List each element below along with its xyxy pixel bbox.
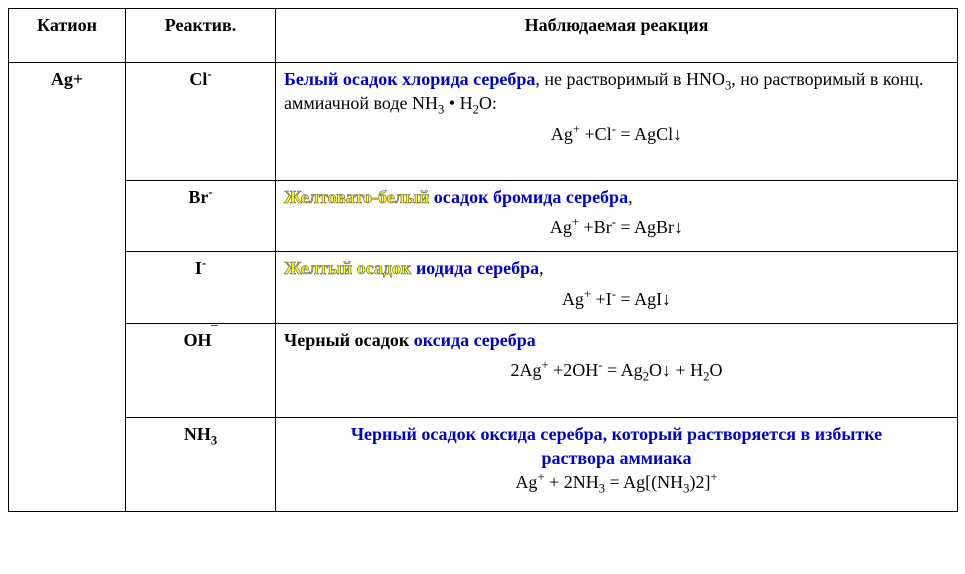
table-row: Ag+ Cl- Белый осадок хлорида серебра, не… (9, 63, 958, 181)
highlight: Черный осадок оксида серебра, который ра… (351, 424, 882, 444)
equation: Ag+ +Br- = AgBr↓ (284, 215, 949, 239)
subscript: 3 (211, 433, 217, 447)
observation-cell: Черный осадок оксида серебра, который ра… (276, 417, 958, 511)
equation: 2Ag+ +2OH- = Ag2O↓ + H2O (284, 358, 949, 382)
observation-text: Черный осадок оксида серебра, который ра… (284, 422, 949, 471)
reagent-cell: I- (126, 252, 276, 324)
equation: Ag+ +I- = AgI↓ (284, 287, 949, 311)
reagent-label: NH (184, 424, 211, 444)
cation-cell: Ag+ (9, 63, 126, 512)
reagent-cell: NH3 (126, 417, 276, 511)
header-reagent: Реактив. (126, 9, 276, 63)
observation-cell: Черный осадок оксида серебра 2Ag+ +2OH- … (276, 324, 958, 418)
observation-cell: Белый осадок хлорида серебра, не раствор… (276, 63, 958, 181)
observation-cell: Желтовато-белый осадок бромида серебра, … (276, 180, 958, 252)
observation-text: Белый осадок хлорида серебра, не раствор… (284, 67, 949, 116)
table-row: OH‾ Черный осадок оксида серебра 2Ag+ +2… (9, 324, 958, 418)
highlight: осадок бромида серебра (429, 187, 628, 207)
reagent-cell: OH‾ (126, 324, 276, 418)
equation: Ag+ +Cl- = AgCl↓ (284, 122, 949, 146)
highlight: Белый осадок хлорида серебра (284, 69, 535, 89)
charge-sup: - (208, 185, 212, 199)
table-row: I- Желтый осадок иодида серебра, Ag+ +I-… (9, 252, 958, 324)
reagent-label: Br (188, 187, 208, 207)
highlight: Желтый осадок (284, 258, 411, 278)
highlight: оксида серебра (414, 330, 536, 350)
observation-text: Желтый осадок иодида серебра, (284, 256, 949, 280)
header-cation: Катион (9, 9, 126, 63)
header-observed: Наблюдаемая реакция (276, 9, 958, 63)
reagent-cell: Cl- (126, 63, 276, 181)
highlight: Черный осадок (284, 330, 414, 350)
reagent-label: OH (183, 330, 211, 350)
highlight: Желтовато-белый (284, 187, 429, 207)
highlight: иодида серебра (411, 258, 539, 278)
charge-sup: - (207, 67, 211, 81)
charge-sup: - (202, 256, 206, 270)
reagent-cell: Br- (126, 180, 276, 252)
table-row: NH3 Черный осадок оксида серебра, которы… (9, 417, 958, 511)
table-row: Br- Желтовато-белый осадок бромида сереб… (9, 180, 958, 252)
reactions-table: Катион Реактив. Наблюдаемая реакция Ag+ … (8, 8, 958, 512)
highlight: раствора аммиака (542, 448, 692, 468)
charge-sup: ‾ (212, 323, 218, 343)
observation-text: Черный осадок оксида серебра (284, 328, 949, 352)
cation-label: Ag+ (51, 69, 83, 89)
table-header-row: Катион Реактив. Наблюдаемая реакция (9, 9, 958, 63)
reagent-label: I (195, 258, 202, 278)
observation-cell: Желтый осадок иодида серебра, Ag+ +I- = … (276, 252, 958, 324)
equation: Ag+ + 2NH3 = Ag[(NH3)2]+ (284, 470, 949, 494)
observation-text: Желтовато-белый осадок бромида серебра, (284, 185, 949, 209)
reagent-label: Cl (189, 69, 207, 89)
